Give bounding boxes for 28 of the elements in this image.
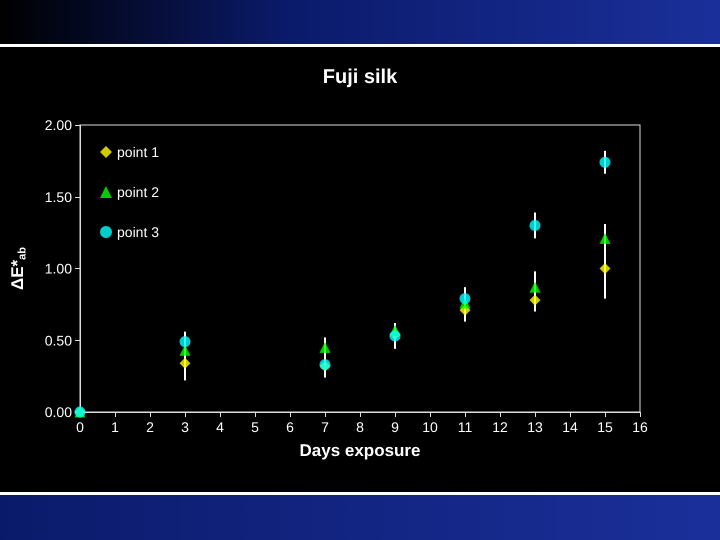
- y-tick-label: 0.00: [44, 404, 72, 420]
- y-tick-label: 1.50: [44, 188, 72, 205]
- x-tick-label: 9: [391, 419, 400, 435]
- y-tick-label: 1.00: [44, 260, 72, 276]
- legend-label: point 1: [117, 144, 160, 160]
- x-tick-label: 7: [321, 419, 330, 435]
- x-axis-title: Days exposure: [300, 441, 420, 460]
- y-tick-label: 2.00: [44, 117, 72, 133]
- x-tick-label: 10: [422, 419, 438, 435]
- x-tick-label: 16: [632, 419, 648, 435]
- x-tick-label: 8: [356, 419, 364, 435]
- x-tick-label: 1: [111, 419, 120, 435]
- y-tick-label: 0.50: [44, 332, 72, 348]
- legend-label: point 3: [117, 224, 160, 240]
- x-tick-label: 12: [492, 419, 508, 435]
- chart-title: Fuji silk: [322, 66, 398, 88]
- x-tick-label: 6: [286, 419, 294, 435]
- x-tick-label: 11: [458, 419, 472, 435]
- legend-label: point 2: [117, 184, 160, 200]
- x-tick-label: 0: [76, 419, 84, 435]
- y-axis-title: ΔE*ab: [8, 246, 28, 290]
- x-tick-label: 13: [527, 419, 543, 435]
- x-tick-label: 4: [216, 419, 224, 435]
- x-tick-label: 5: [251, 419, 260, 435]
- x-tick-label: 2: [146, 419, 154, 435]
- x-tick-label: 15: [597, 419, 613, 435]
- x-tick-label: 3: [181, 419, 190, 435]
- x-tick-label: 14: [562, 419, 578, 435]
